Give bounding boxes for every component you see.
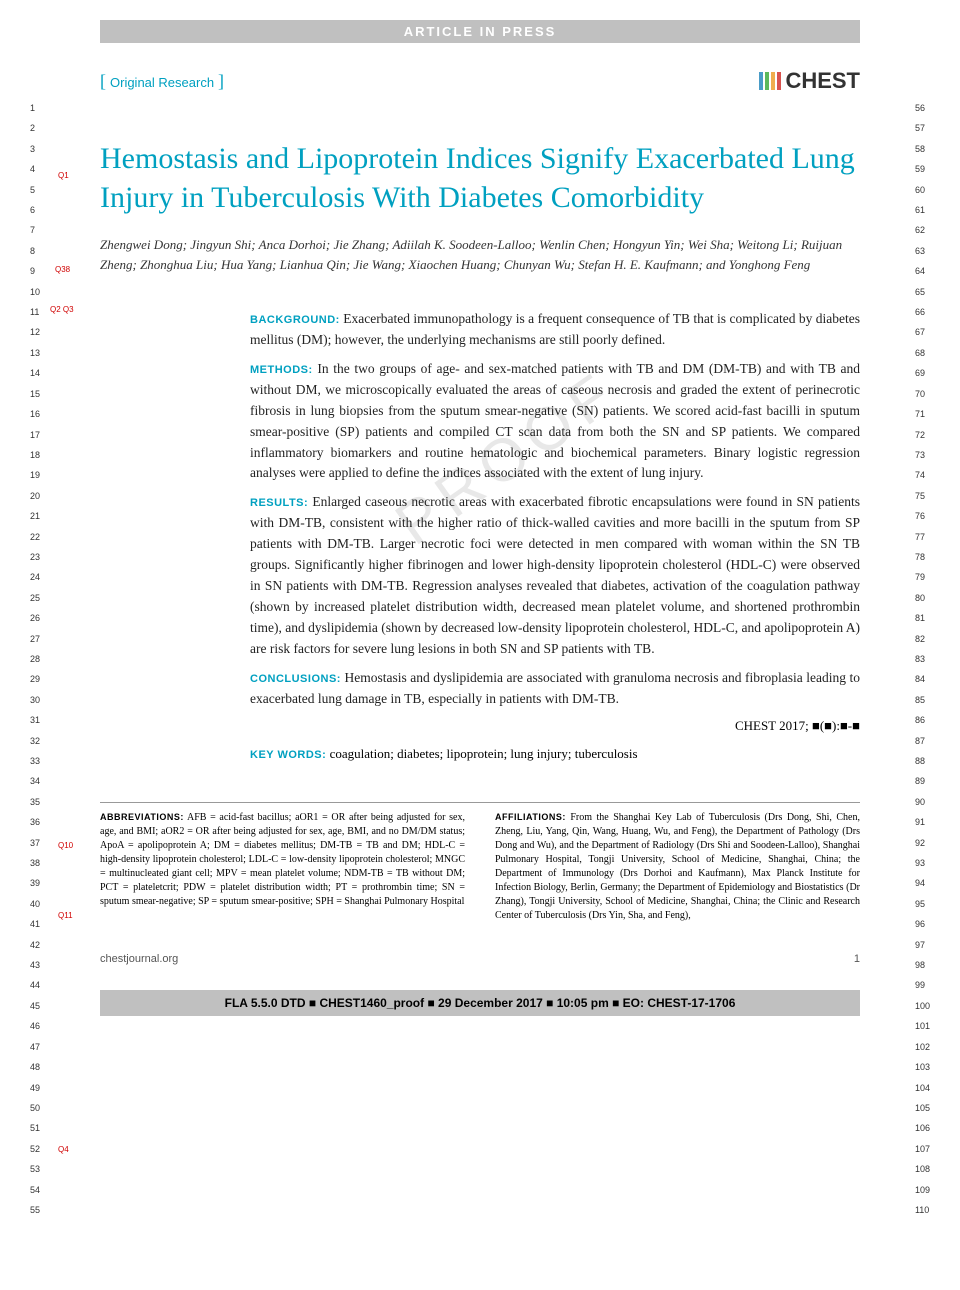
- results-text: Enlarged caseous necrotic areas with exa…: [250, 494, 860, 655]
- abstract-methods: METHODS: In the two groups of age- and s…: [250, 359, 860, 485]
- category-container: [ Original Research ]: [100, 71, 224, 92]
- methods-text: In the two groups of age- and sex-matche…: [250, 361, 860, 481]
- abstract-results: RESULTS: Enlarged caseous necrotic areas…: [250, 492, 860, 659]
- background-label: BACKGROUND:: [250, 314, 340, 326]
- conclusions-label: CONCLUSIONS:: [250, 673, 341, 685]
- bracket-right: ]: [218, 71, 224, 91]
- abstract-background: BACKGROUND: Exacerbated immunopathology …: [250, 309, 860, 351]
- footer-page-number: 1: [854, 953, 860, 965]
- article-in-press-banner: ARTICLE IN PRESS: [100, 20, 860, 43]
- abbreviations-column: ABBREVIATIONS: AFB = acid-fast bacillus;…: [100, 811, 465, 923]
- keywords-text: coagulation; diabetes; lipoprotein; lung…: [326, 746, 637, 761]
- logo-text: CHEST: [785, 68, 860, 94]
- chest-logo: CHEST: [759, 68, 860, 94]
- bracket-left: [: [100, 71, 106, 91]
- affiliations-label: AFFILIATIONS:: [495, 812, 566, 822]
- bottom-columns: ABBREVIATIONS: AFB = acid-fast bacillus;…: [100, 802, 860, 923]
- affiliations-column: AFFILIATIONS: From the Shanghai Key Lab …: [495, 811, 860, 923]
- keywords-label: KEY WORDS:: [250, 749, 326, 761]
- q-marker-q10: Q10: [58, 841, 73, 850]
- q-marker-q4: Q4: [58, 1145, 69, 1154]
- footer-left: chestjournal.org: [100, 953, 178, 965]
- conclusions-text: Hemostasis and dyslipidemia are associat…: [250, 670, 860, 706]
- proof-bar: FLA 5.5.0 DTD ■ CHEST1460_proof ■ 29 Dec…: [100, 990, 860, 1016]
- results-label: RESULTS:: [250, 497, 308, 509]
- category-label: Original Research: [110, 75, 214, 90]
- keywords-row: KEY WORDS: coagulation; diabetes; lipopr…: [250, 746, 860, 762]
- authors-list: Zhengwei Dong; Jingyun Shi; Anca Dorhoi;…: [100, 235, 860, 274]
- q-marker-q38: Q38: [55, 265, 70, 274]
- article-title: Hemostasis and Lipoprotein Indices Signi…: [100, 139, 860, 217]
- background-text: Exacerbated immunopathology is a frequen…: [250, 311, 860, 347]
- content-wrapper: 1234567891011121314151617181920212223242…: [0, 43, 960, 965]
- abstract-conclusions: CONCLUSIONS: Hemostasis and dyslipidemia…: [250, 668, 860, 710]
- line-numbers-right: 5657585960616263646566676869707172737475…: [915, 98, 930, 1220]
- header-row: [ Original Research ] CHEST: [100, 43, 860, 94]
- abbreviations-text: AFB = acid-fast bacillus; aOR1 = OR afte…: [100, 812, 465, 907]
- q-marker-q1: Q1: [58, 171, 69, 180]
- footer-row: chestjournal.org 1: [100, 953, 860, 965]
- citation: CHEST 2017; ■(■):■-■: [250, 718, 860, 734]
- methods-label: METHODS:: [250, 364, 313, 376]
- q-marker-q11: Q11: [58, 911, 73, 920]
- q-marker-q2q3: Q2 Q3: [50, 305, 74, 314]
- abstract-block: BACKGROUND: Exacerbated immunopathology …: [250, 309, 860, 762]
- affiliations-text: From the Shanghai Key Lab of Tuberculosi…: [495, 812, 860, 921]
- logo-bars: [759, 72, 781, 90]
- line-numbers-left: 1234567891011121314151617181920212223242…: [30, 98, 40, 1220]
- abbreviations-label: ABBREVIATIONS:: [100, 812, 184, 822]
